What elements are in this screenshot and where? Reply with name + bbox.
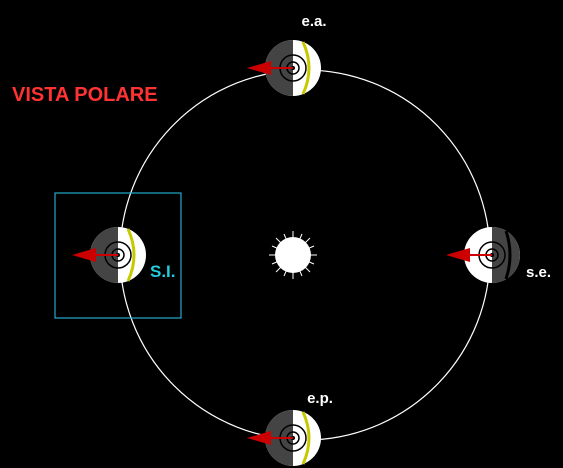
earth-right bbox=[444, 225, 522, 285]
label-right: s.e. bbox=[526, 264, 551, 281]
earth-top bbox=[245, 38, 323, 98]
earth-left bbox=[70, 225, 148, 285]
label-bottom: e.p. bbox=[307, 390, 333, 407]
sun bbox=[269, 231, 317, 279]
earth-bottom bbox=[245, 408, 323, 468]
highlight-box bbox=[54, 192, 182, 319]
label-left: S.I. bbox=[150, 262, 176, 281]
label-top: e.a. bbox=[301, 13, 326, 30]
title: VISTA POLARE bbox=[12, 84, 158, 106]
